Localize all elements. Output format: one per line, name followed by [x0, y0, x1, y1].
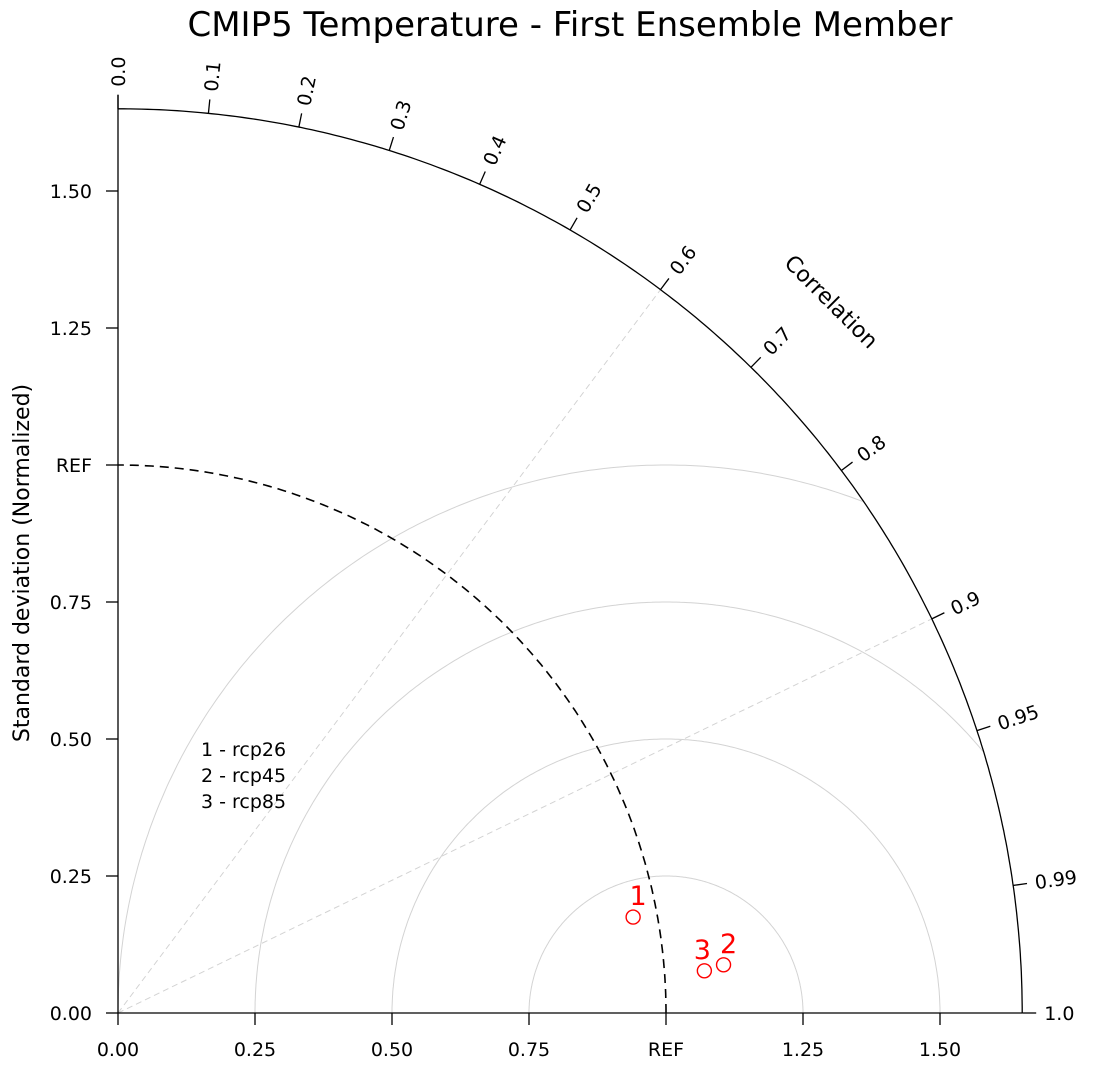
correlation-tick-label: 0.5 [572, 180, 606, 217]
correlation-tick-label: 0.0 [108, 57, 130, 87]
y-axis-tick-label: 0.00 [50, 1003, 92, 1025]
correlation-tick-label: 0.7 [759, 323, 796, 360]
correlation-tick-label: 0.3 [386, 98, 416, 133]
x-axis-tick-label: 0.50 [371, 1039, 413, 1061]
axes-layer [117, 94, 1023, 1014]
data-point-marker [696, 963, 713, 979]
y-axis-tick-label: 1.50 [50, 181, 92, 203]
points-layer: 1 23 [625, 881, 737, 979]
x-axis-tick-label: REF [648, 1039, 684, 1061]
correlation-tick [1013, 882, 1028, 887]
correlation-tick [298, 113, 303, 128]
x-axis-tick-label: 0.00 [97, 1039, 139, 1061]
correlation-tick-label: 0.6 [666, 242, 702, 279]
correlation-tick-label: 1.0 [1044, 1003, 1074, 1025]
y-axis-tick-label: 0.75 [50, 592, 92, 614]
correlation-gridline [117, 618, 932, 1014]
data-point-marker [715, 957, 732, 973]
correlation-tick [207, 99, 211, 114]
correlation-tick [976, 725, 991, 732]
legend-entry: 3 - rcp85 [201, 791, 286, 813]
correlation-tick [479, 171, 486, 185]
y-axis-label: Standard deviation (Normalized) [10, 384, 35, 742]
x-axis-tick-label: 0.25 [234, 1039, 276, 1061]
grid-layer [117, 289, 984, 1014]
y-axis-tick-label: 0.25 [50, 866, 92, 888]
correlation-tick-label: 0.2 [293, 74, 321, 108]
correlation-tick-label: 0.95 [995, 701, 1042, 735]
correlation-tick [750, 356, 762, 368]
rms-circle [391, 738, 941, 1013]
ticks-layer: 0.000.00 0.25 0.25 0.50 0.50 0.75 0.75 REF REF 1.… [50, 57, 1079, 1061]
legend-entry: 1 - rcp26 [201, 739, 286, 761]
correlation-tick-label: 0.8 [853, 431, 890, 467]
correlation-tick-label: 0.1 [201, 60, 226, 92]
correlation-tick [931, 612, 945, 620]
legend-entry: 2 - rcp45 [201, 765, 286, 787]
correlation-tick [660, 278, 670, 291]
data-point-label: 2 [720, 929, 737, 960]
data-point-label: 1 [630, 881, 647, 912]
x-axis-tick-label: 1.25 [782, 1039, 824, 1061]
legend: 1 - rcp26 2 - rcp45 3 - rcp85 [201, 739, 286, 813]
rms-circle [254, 601, 984, 1013]
rms-circle [528, 875, 804, 1013]
y-axis-tick-label: 0.50 [50, 729, 92, 751]
x-axis-tick-label: 1.50 [919, 1039, 961, 1061]
correlation-tick-label: 0.4 [479, 132, 511, 168]
x-axis-tick-label: 0.75 [508, 1039, 550, 1061]
data-point-label: 3 [694, 935, 711, 966]
correlation-tick [569, 217, 578, 231]
y-axis-tick-label: 1.25 [50, 318, 92, 340]
correlation-arc [118, 108, 1023, 1013]
correlation-tick-label: 0.9 [947, 587, 984, 620]
data-point-marker [625, 909, 641, 925]
correlation-gridline [117, 289, 661, 1014]
y-axis-tick-label: REF [56, 455, 92, 477]
correlation-tick [388, 136, 395, 151]
chart-title: CMIP5 Temperature - First Ensemble Membe… [187, 5, 952, 45]
correlation-tick [840, 461, 853, 472]
reference-std-arc [118, 464, 667, 1013]
correlation-tick-label: 0.99 [1033, 866, 1078, 894]
rms-circle [117, 464, 863, 1013]
